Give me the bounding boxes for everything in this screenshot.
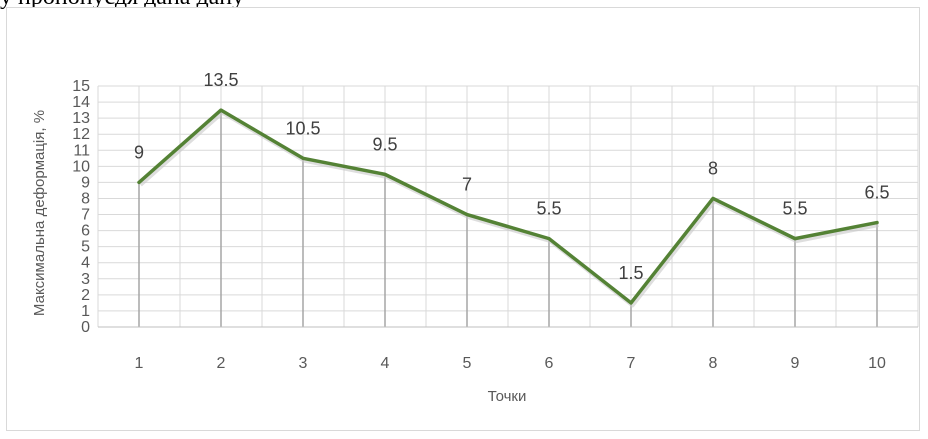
data-label: 10.5 xyxy=(285,118,320,138)
data-label: 6.5 xyxy=(864,183,889,203)
x-tick-label: 8 xyxy=(709,355,718,372)
y-tick-label: 4 xyxy=(81,255,90,272)
top-cropped-text: у пропонуєдя дана дану xyxy=(0,0,928,14)
data-label: 9 xyxy=(134,142,144,162)
data-point xyxy=(465,213,469,217)
y-tick-label: 2 xyxy=(81,287,90,304)
y-tick-label: 11 xyxy=(73,142,90,159)
x-axis-title: Точки xyxy=(488,388,527,405)
data-point xyxy=(547,237,551,241)
data-point xyxy=(629,301,633,305)
data-point xyxy=(711,196,715,200)
x-tick-label: 4 xyxy=(381,355,390,372)
x-tick-label: 3 xyxy=(299,355,308,372)
y-tick-label: 5 xyxy=(81,239,90,256)
data-label: 5.5 xyxy=(536,199,561,219)
data-point xyxy=(383,172,387,176)
data-point xyxy=(137,180,141,184)
y-tick-label: 10 xyxy=(72,158,90,175)
x-tick-label: 6 xyxy=(545,355,554,372)
y-tick-label: 12 xyxy=(72,126,90,143)
data-label: 8 xyxy=(708,158,718,178)
y-tick-label: 0 xyxy=(81,319,90,336)
y-tick-label: 9 xyxy=(81,174,90,191)
y-tick-label: 3 xyxy=(81,271,90,288)
data-point xyxy=(219,108,223,112)
data-point xyxy=(875,221,879,225)
x-tick-label: 2 xyxy=(217,355,226,372)
series-line-shadow xyxy=(139,110,879,308)
y-tick-label: 14 xyxy=(72,94,90,111)
x-tick-label: 5 xyxy=(463,355,472,372)
chart-frame xyxy=(6,7,920,431)
y-tick-label: 13 xyxy=(72,110,90,127)
y-tick-label: 8 xyxy=(81,190,90,207)
x-tick-label: 9 xyxy=(791,355,800,372)
series-layer xyxy=(137,108,879,308)
data-label: 9.5 xyxy=(372,134,397,154)
data-label: 13.5 xyxy=(203,70,238,90)
data-point xyxy=(793,237,797,241)
drop-lines xyxy=(138,110,878,327)
data-label: 1.5 xyxy=(618,263,643,283)
data-label: 5.5 xyxy=(782,199,807,219)
data-point xyxy=(301,156,305,160)
y-tick-label: 7 xyxy=(81,207,90,224)
series-line xyxy=(137,108,879,305)
x-tick-label: 1 xyxy=(135,355,144,372)
y-tick-label: 6 xyxy=(81,223,90,240)
data-labels: 9 13.5 10.5 9.5 7 5.5 1.5 8 5.5 6.5 xyxy=(134,70,890,283)
data-label: 7 xyxy=(462,175,472,195)
y-axis-title: Максимальна деформація, % xyxy=(31,110,48,316)
x-tick-label: 7 xyxy=(627,355,636,372)
x-tick-label: 10 xyxy=(868,355,886,372)
y-tick-label: 1 xyxy=(81,303,90,320)
y-tick-label: 15 xyxy=(72,78,90,95)
